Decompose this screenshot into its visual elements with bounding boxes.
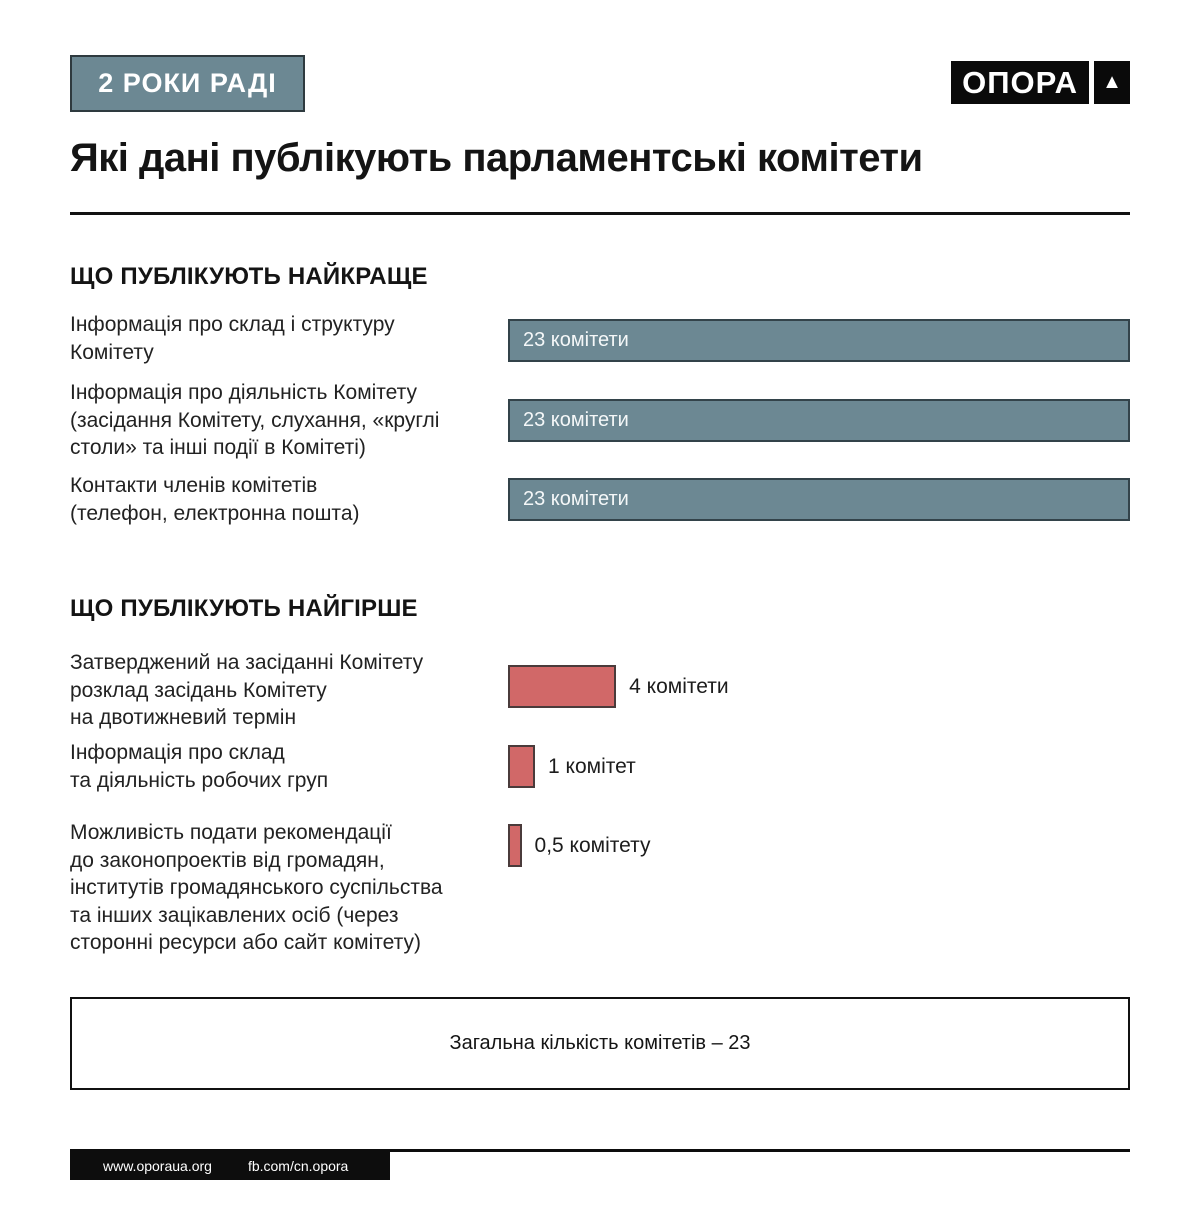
total-committees-box: Загальна кількість комітетів – 23 <box>70 997 1130 1090</box>
opora-logo: ОПОРА ▲ <box>951 61 1130 104</box>
bar: 23 комітети <box>508 478 1130 521</box>
website-link: www.oporaua.org <box>103 1158 212 1174</box>
footer-links-bar: www.oporaua.org fb.com/cn.opora <box>70 1152 390 1180</box>
opora-wordmark: ОПОРА <box>951 61 1089 104</box>
bar <box>508 745 536 788</box>
bar-value-label: 0,5 комітету <box>534 833 651 857</box>
bar: 23 комітети <box>508 319 1130 362</box>
bar <box>508 824 522 867</box>
section-worst-heading: ЩО ПУБЛІКУЮТЬ НАЙГІРШЕ <box>70 595 418 622</box>
edition-badge-label: 2 РОКИ РАДІ <box>98 68 277 98</box>
category-label: Контакти членів комітетів (телефон, елек… <box>70 474 360 525</box>
category-label: Інформація про склад та діяльність робоч… <box>70 741 329 792</box>
total-committees-text: Загальна кількість комітетів – 23 <box>449 1032 751 1054</box>
bar-value-label: 23 комітети <box>523 329 629 351</box>
facebook-link: fb.com/cn.opora <box>247 1158 349 1174</box>
category-label: Інформація про діяльність Комітету (засі… <box>70 381 440 459</box>
title-divider <box>70 212 1130 215</box>
bar-value-label: 1 комітет <box>548 754 636 778</box>
bar-value-label: 4 комітети <box>629 674 729 698</box>
category-label: Затверджений на засіданні Комітету розкл… <box>70 651 424 729</box>
footer-divider <box>70 1149 1130 1152</box>
bar <box>508 665 617 708</box>
section-best-heading: ЩО ПУБЛІКУЮТЬ НАЙКРАЩЕ <box>70 263 428 290</box>
category-label: Інформація про склад і структуру Комітет… <box>70 313 395 364</box>
edition-badge: 2 РОКИ РАДІ <box>70 55 305 112</box>
opora-triangle-icon: ▲ <box>1094 61 1130 104</box>
bar-value-label: 23 комітети <box>523 488 629 510</box>
page-title: Які дані публікують парламентські коміте… <box>70 136 923 180</box>
category-label: Можливість подати рекомендації до законо… <box>70 821 443 954</box>
bar-value-label: 23 комітети <box>523 409 629 431</box>
bar: 23 комітети <box>508 399 1130 442</box>
